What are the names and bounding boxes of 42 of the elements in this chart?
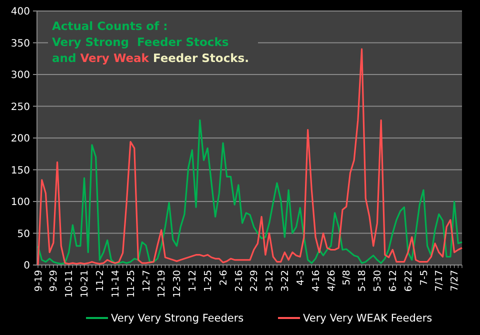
y-tick-label: 350 <box>10 38 30 50</box>
y-tick-label: 300 <box>10 70 30 81</box>
x-tick-label: 9-29 <box>48 270 60 292</box>
y-tick-label: 50 <box>17 228 30 240</box>
x-tick-label: 7/27 <box>450 270 461 292</box>
x-tick-label: 5-30 <box>372 270 384 292</box>
x-tick-label: 12-19 <box>156 270 168 298</box>
x-tick-label: 7/17 <box>434 270 446 292</box>
line-series <box>37 119 463 265</box>
x-tick-label: 5-18 <box>357 270 368 292</box>
y-tick-label: 400 <box>10 6 30 18</box>
y-tick-label: 100 <box>10 197 30 208</box>
y-tick-label: 200 <box>10 134 30 144</box>
x-tick-label: 10-11 <box>64 270 76 298</box>
x-tick-label: 4-16 <box>310 270 322 292</box>
x-tick-label: 3-12 <box>264 270 276 292</box>
y-tick-label: 250 <box>10 102 30 113</box>
x-tick-label: 12-30 <box>172 270 184 298</box>
x-tick-label: 6-12 <box>388 270 399 292</box>
x-tick-label: 11-2 <box>95 270 106 292</box>
x-tick-label: 10-21 <box>80 270 91 298</box>
x-tick-label: 5/8 <box>342 270 353 286</box>
text: and Very Weak Feeder Stocks. <box>52 51 250 65</box>
legend-label: Very Very WEAK Feeders <box>303 312 432 325</box>
x-tick-label: 2-6 <box>218 270 230 286</box>
x-tick-label: 4-3 <box>295 270 306 286</box>
x-tick-label: 2-16 <box>234 270 245 292</box>
x-tick-label: 4/26 <box>326 270 338 292</box>
x-tick-label: 7-5 <box>418 270 430 286</box>
x-tick-label: 9-19 <box>33 270 44 292</box>
x-tick-label: 11-25 <box>126 270 137 298</box>
line-series <box>37 48 463 266</box>
x-tick-label: 6-22 <box>403 270 414 292</box>
x-tick-label: 3-22 <box>280 270 292 292</box>
y-tick-label: 0 <box>24 260 30 272</box>
x-tick-label: 2-29 <box>249 270 260 292</box>
x-tick-label: 1-12 <box>188 270 199 292</box>
y-tick-label: 150 <box>10 165 30 176</box>
x-tick-label: 12-7 <box>141 270 152 292</box>
x-tick-label: 11-14 <box>110 270 122 298</box>
legend-label: Very Very Strong Feeders <box>111 312 244 325</box>
x-tick-label: 1-25 <box>202 270 214 292</box>
